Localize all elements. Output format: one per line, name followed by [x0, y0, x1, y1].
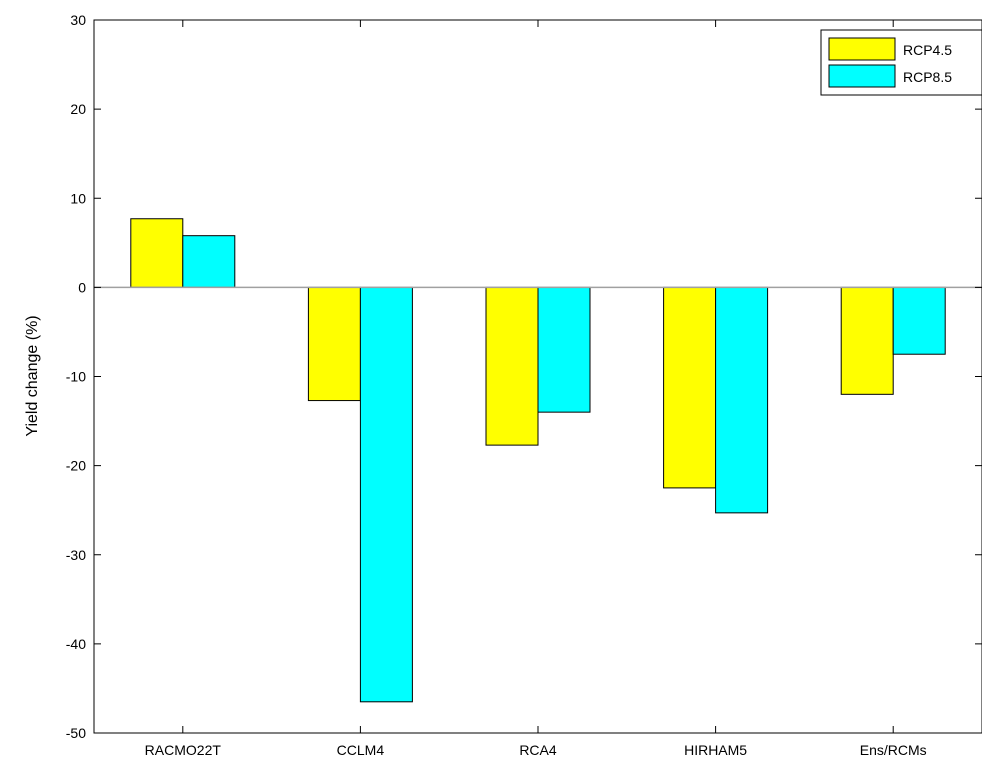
y-tick-label: -30 [66, 547, 86, 563]
bar-rcp45-rca4 [485, 286, 539, 446]
bars-layer [130, 218, 946, 703]
y-tick-label: 20 [70, 101, 86, 117]
bar-rcp85-racmo22t [182, 235, 236, 288]
y-tick-label: 10 [70, 190, 86, 206]
bar-rcp45-cclm4 [307, 286, 361, 402]
legend-swatch-rcp85 [828, 64, 896, 88]
bar-rcp85-cclm4 [359, 286, 413, 703]
y-tick-label: -50 [66, 725, 86, 741]
bar-rcp45-racmo22t [130, 218, 184, 288]
y-tick-label: -20 [66, 458, 86, 474]
x-tick-label: RACMO22T [145, 742, 222, 758]
legend: RCP4.5 RCP8.5 [820, 29, 982, 96]
y-axis-label: Yield change (%) [24, 315, 41, 436]
plot-frame [93, 19, 982, 734]
bar-rcp85-hirham5 [715, 286, 769, 514]
x-axis-ticks: RACMO22T CCLM4 RCA4 HIRHAM5 Ens/RCMs [145, 20, 927, 758]
y-tick-label: 0 [78, 279, 86, 295]
legend-swatch-rcp45 [828, 37, 896, 61]
y-tick-label: 30 [70, 12, 86, 28]
bar-rcp45-ens-rcms [840, 286, 894, 395]
y-axis-ticks: 30 20 10 0 -10 -20 -30 -40 -50 [66, 12, 982, 741]
x-tick-label: RCA4 [519, 742, 557, 758]
legend-label-rcp45: RCP4.5 [903, 42, 952, 58]
x-tick-label: CCLM4 [337, 742, 385, 758]
legend-label-rcp85: RCP8.5 [903, 69, 952, 85]
bar-rcp85-rca4 [537, 286, 591, 413]
bar-rcp85-ens-rcms [892, 286, 946, 355]
y-tick-label: -10 [66, 369, 86, 385]
x-tick-label: HIRHAM5 [684, 742, 747, 758]
x-tick-label: Ens/RCMs [860, 742, 927, 758]
bar-rcp45-hirham5 [663, 286, 717, 489]
y-tick-label: -40 [66, 636, 86, 652]
